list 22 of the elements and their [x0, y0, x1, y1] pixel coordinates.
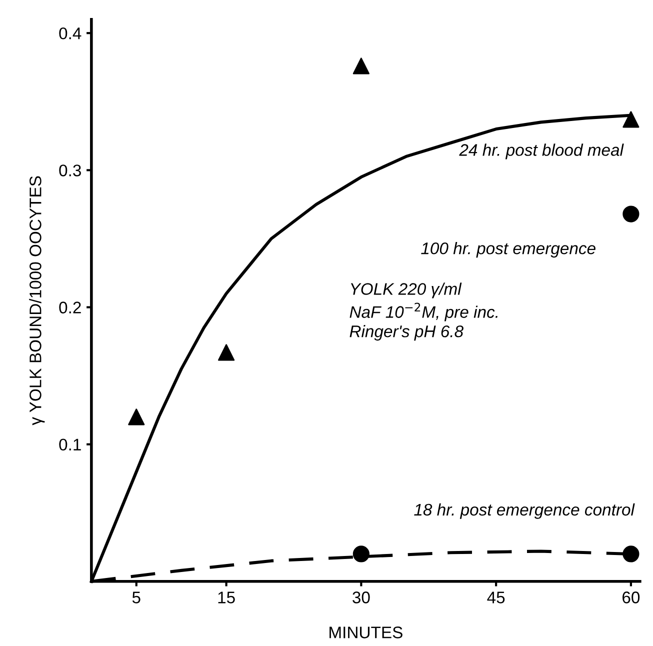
x-tick-label: 15 — [218, 592, 235, 604]
annotation: YOLK 220 γ/ml NaF 10$^{−2}$M, pre inc. Ringer's pH 6.8 — [350, 282, 498, 341]
y-tick-label: 0.3 — [59, 164, 81, 176]
x-tick-label: 30 — [352, 592, 370, 604]
y-axis-title: γ YOLK BOUND/1000 OOCYTES — [29, 176, 45, 426]
point — [352, 546, 370, 562]
y-tick-label: 0.4 — [59, 27, 82, 40]
point — [622, 206, 640, 222]
annotation: 18 hr. post emergence control — [414, 503, 635, 519]
x-tick-label: 45 — [487, 592, 505, 604]
point — [128, 408, 145, 426]
point — [622, 111, 640, 128]
annotation: 100 hr. post emergence — [421, 242, 596, 258]
point — [352, 58, 370, 74]
x-tick-label: 60 — [622, 592, 640, 604]
annotation: 24 hr. post blood meal — [459, 144, 624, 160]
point — [218, 344, 235, 361]
x-tick-label: 5 — [132, 592, 140, 604]
point — [622, 546, 640, 562]
y-tick-label: 0.1 — [59, 438, 81, 451]
y-tick-label: 0.2 — [59, 302, 81, 314]
x-axis-title: MINUTES — [330, 626, 402, 638]
